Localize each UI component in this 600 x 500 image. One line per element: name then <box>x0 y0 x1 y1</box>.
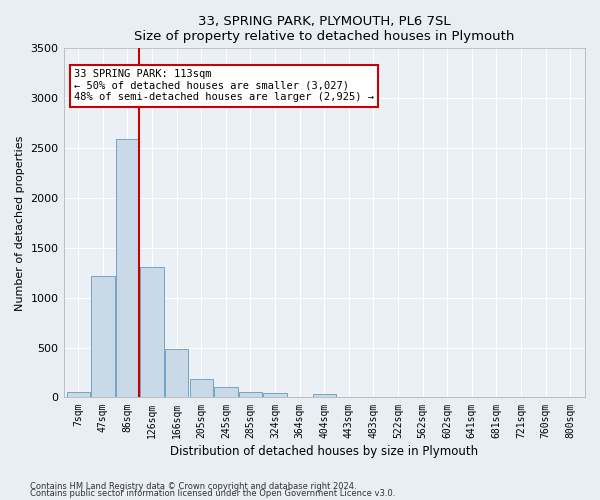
Bar <box>313 394 336 398</box>
Text: Contains HM Land Registry data © Crown copyright and database right 2024.: Contains HM Land Registry data © Crown c… <box>30 482 356 491</box>
Bar <box>263 394 287 398</box>
Bar <box>116 139 139 398</box>
Y-axis label: Number of detached properties: Number of detached properties <box>15 135 25 310</box>
Bar <box>140 267 164 398</box>
Bar <box>190 380 213 398</box>
Text: Contains public sector information licensed under the Open Government Licence v3: Contains public sector information licen… <box>30 489 395 498</box>
Bar <box>91 276 115 398</box>
Title: 33, SPRING PARK, PLYMOUTH, PL6 7SL
Size of property relative to detached houses : 33, SPRING PARK, PLYMOUTH, PL6 7SL Size … <box>134 15 514 43</box>
Bar <box>165 348 188 398</box>
Bar <box>67 392 90 398</box>
Bar <box>239 392 262 398</box>
X-axis label: Distribution of detached houses by size in Plymouth: Distribution of detached houses by size … <box>170 444 478 458</box>
Text: 33 SPRING PARK: 113sqm
← 50% of detached houses are smaller (3,027)
48% of semi-: 33 SPRING PARK: 113sqm ← 50% of detached… <box>74 70 374 102</box>
Bar <box>214 388 238 398</box>
